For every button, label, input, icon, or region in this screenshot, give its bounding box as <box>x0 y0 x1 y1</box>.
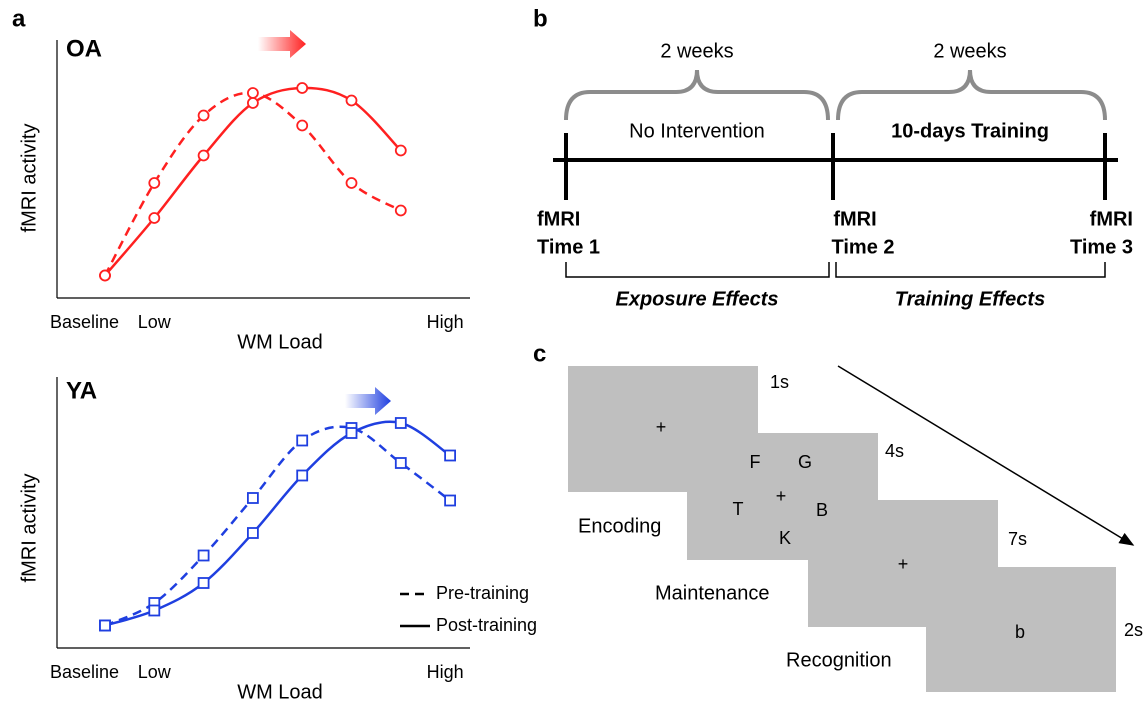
brace <box>836 69 1107 121</box>
legend-label: Post-training <box>436 615 537 635</box>
marker <box>99 619 111 632</box>
letter: K <box>779 528 791 548</box>
bracket <box>565 262 830 278</box>
stage: Encoding <box>578 515 661 537</box>
chart-title: OA <box>66 35 102 62</box>
stage: Maintenance <box>655 582 770 604</box>
series-line <box>104 425 451 627</box>
timepoint: fMRI <box>1090 208 1133 230</box>
duration: 7s <box>1008 529 1027 549</box>
y-axis-label: fMRI activity <box>18 474 40 583</box>
fixation: + <box>656 417 667 437</box>
duration: 1s <box>770 372 789 392</box>
duration: 4s <box>885 441 904 461</box>
marker <box>444 494 457 507</box>
fixation: + <box>898 554 909 574</box>
marker <box>296 434 309 447</box>
timepoint: Time 1 <box>537 236 600 258</box>
panel-label: a <box>12 5 26 32</box>
marker <box>197 109 210 122</box>
letter: + <box>776 486 787 506</box>
marker <box>296 119 309 132</box>
marker <box>345 177 358 189</box>
marker <box>345 94 358 107</box>
x-tick-label: Baseline <box>50 312 119 332</box>
marker <box>394 457 407 469</box>
marker <box>246 87 259 99</box>
x-tick-label: Baseline <box>50 662 119 682</box>
timepoint: Time 2 <box>832 236 895 258</box>
timeline <box>553 69 1118 278</box>
marker <box>197 577 210 589</box>
series-line <box>104 420 451 627</box>
letter: T <box>733 499 744 519</box>
letter: B <box>816 500 828 520</box>
brace <box>564 69 830 121</box>
marker <box>296 469 309 482</box>
shift-arrow <box>345 387 391 415</box>
timepoint: fMRI <box>537 208 580 230</box>
x-tick-label: Low <box>138 662 172 682</box>
charts: OA WM Load fMRI activity Baseline Low High YA W… <box>18 35 537 701</box>
marker <box>394 417 407 429</box>
x-axis-label: WM Load <box>237 331 323 353</box>
effect-label: Training Effects <box>895 288 1045 310</box>
marker <box>345 427 358 439</box>
marker <box>246 492 259 504</box>
marker <box>148 177 161 189</box>
marker <box>148 212 161 224</box>
timepoint: fMRI <box>833 208 876 230</box>
letter: G <box>798 452 812 472</box>
probe: b <box>1015 622 1025 642</box>
bracket <box>835 262 1106 278</box>
marker <box>246 97 259 109</box>
stage: Recognition <box>786 649 892 671</box>
x-tick-label: Low <box>138 312 172 332</box>
marker <box>197 549 210 562</box>
duration: 2 weeks <box>660 40 733 62</box>
marker <box>394 144 407 157</box>
legend-label: Pre-training <box>436 583 529 603</box>
y-axis-label: fMRI activity <box>18 124 40 233</box>
marker <box>148 604 161 617</box>
x-axis-label: WM Load <box>237 681 323 701</box>
x-tick-label: High <box>427 312 464 332</box>
marker <box>394 204 407 217</box>
panel-label: b <box>533 5 548 32</box>
phase: 10-days Training <box>891 120 1049 142</box>
marker <box>246 527 259 539</box>
timepoint: Time 3 <box>1070 236 1133 258</box>
marker <box>444 449 457 462</box>
letter: F <box>750 452 761 472</box>
panel-label: c <box>533 340 546 367</box>
chart-title: YA <box>66 377 97 404</box>
marker <box>296 82 309 94</box>
duration: 2 weeks <box>933 40 1006 62</box>
marker <box>99 269 111 282</box>
marker <box>197 149 210 162</box>
duration: 2s <box>1124 620 1143 640</box>
phase: No Intervention <box>629 120 765 142</box>
shift-arrow <box>258 30 306 58</box>
x-tick-label: High <box>427 662 464 682</box>
effect-label: Exposure Effects <box>615 288 778 310</box>
time-arrow <box>837 365 1135 546</box>
screen <box>926 567 1116 692</box>
